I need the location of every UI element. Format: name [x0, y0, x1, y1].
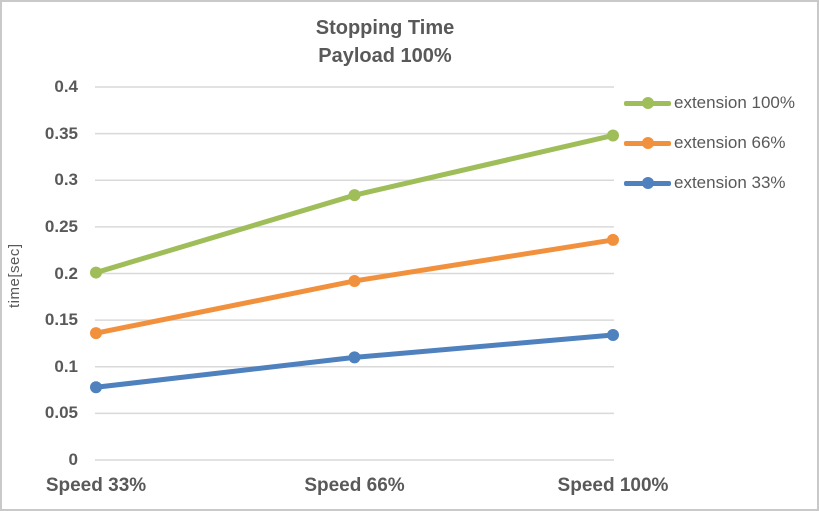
data-point-marker [607, 329, 619, 342]
y-tick-label: 0.2 [54, 263, 78, 283]
y-tick-label: 0 [68, 450, 78, 469]
chart-title-line-1: Stopping Time [315, 17, 455, 39]
y-tick-label: 0.15 [44, 310, 78, 330]
y-tick-label: 0.35 [44, 123, 78, 143]
legend-line-marker-icon [624, 97, 671, 109]
legend-item: extension 66% [624, 132, 786, 154]
y-tick-label: 0.25 [44, 216, 78, 236]
data-point-marker [90, 327, 102, 340]
chart-title: Stopping Time Payload 100% [2, 14, 768, 70]
chart-title-line-2: Payload 100% [318, 45, 452, 67]
legend-dot-icon [641, 177, 654, 189]
x-category-label: Speed 33% [45, 475, 147, 496]
legend-line-marker-icon [624, 177, 671, 189]
legend-label: extension 100% [674, 93, 795, 112]
legend-dot-icon [641, 137, 654, 149]
data-point-marker [90, 381, 102, 394]
legend-item: extension 100% [624, 92, 795, 114]
legend-dot-icon [641, 97, 654, 109]
y-tick-label: 0.05 [44, 403, 78, 423]
data-point-marker [348, 274, 361, 287]
y-tick-label: 0.1 [54, 356, 78, 376]
y-tick-label: 0.4 [54, 77, 78, 96]
legend-label: extension 66% [674, 133, 786, 152]
y-tick-label: 0.3 [54, 170, 78, 190]
x-category-label: Speed 100% [557, 475, 669, 496]
legend-item: extension 33% [624, 172, 786, 194]
data-point-marker [607, 233, 619, 246]
data-point-marker [348, 351, 361, 364]
legend-label: extension 33% [674, 173, 786, 192]
data-point-marker [348, 189, 361, 202]
data-point-marker [607, 129, 619, 142]
x-category-label: Speed 66% [304, 475, 405, 496]
legend-line-marker-icon [624, 137, 671, 149]
data-point-marker [90, 266, 102, 279]
